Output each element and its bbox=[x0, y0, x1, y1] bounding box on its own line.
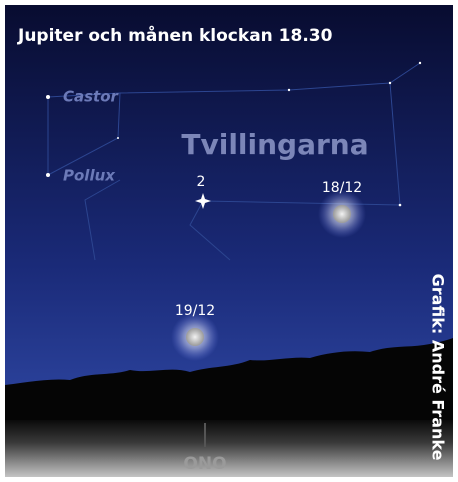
star-label: Castor bbox=[63, 88, 120, 106]
moon bbox=[333, 205, 351, 223]
moon-label: 18/12 bbox=[322, 180, 362, 196]
star-label: Pollux bbox=[63, 167, 116, 185]
sky-chart: Jupiter och månen klockan 18.30 Castor P… bbox=[0, 0, 458, 482]
moon-label: 19/12 bbox=[175, 303, 215, 319]
moon bbox=[186, 328, 204, 346]
constellation-name: Tvillingarna bbox=[181, 128, 368, 161]
planet-label: 2 bbox=[197, 174, 206, 190]
credit: Grafik: André Franke bbox=[429, 274, 448, 461]
ground bbox=[5, 420, 453, 477]
title: Jupiter och månen klockan 18.30 bbox=[17, 24, 333, 46]
direction-label: ONO bbox=[183, 454, 226, 474]
